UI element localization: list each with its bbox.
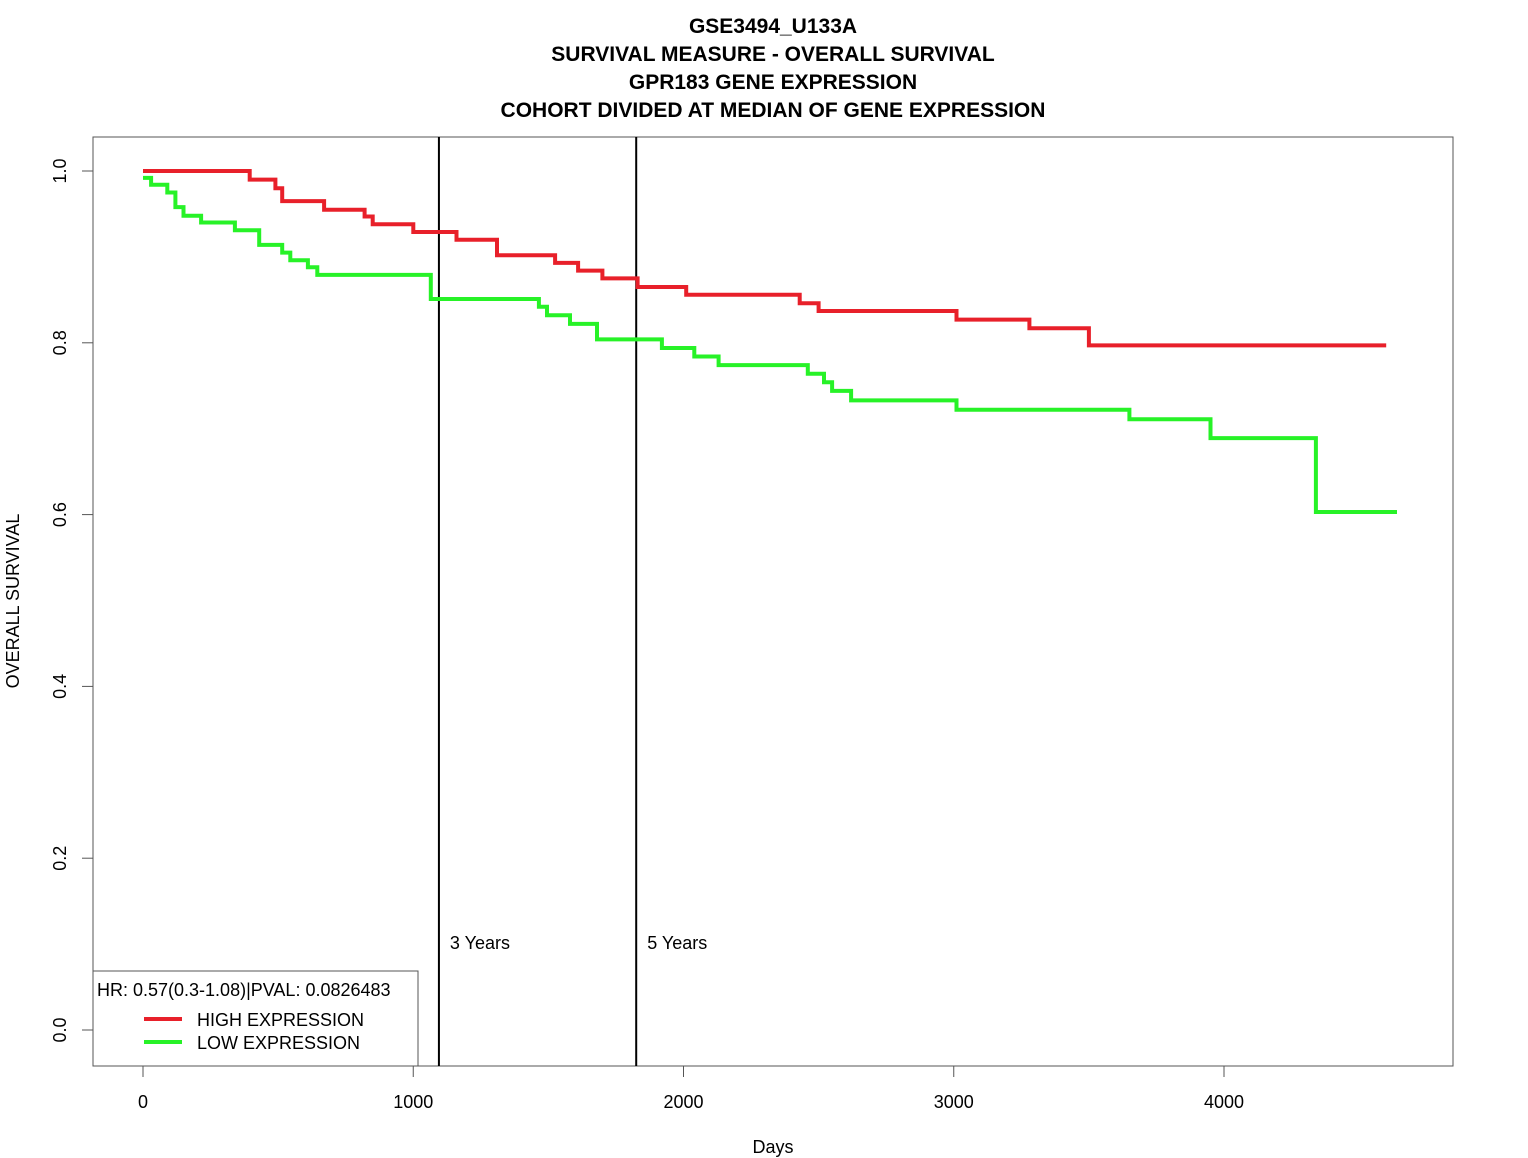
plot-frame — [92, 136, 1454, 1067]
survival-curves — [143, 169, 1397, 514]
y-tick-label: 0.2 — [50, 846, 70, 871]
x-tick-label: 2000 — [663, 1092, 703, 1112]
title-line-3: GPR183 GENE EXPRESSION — [629, 71, 917, 94]
title-line-2: SURVIVAL MEASURE - OVERALL SURVIVAL — [551, 43, 995, 66]
y-tick-label: 0.4 — [50, 674, 70, 699]
x-tick-label: 1000 — [393, 1092, 433, 1112]
x-axis-label: Days — [752, 1137, 793, 1157]
legend-label-low: LOW EXPRESSION — [197, 1033, 360, 1053]
y-axis: 0.0 0.2 0.4 0.6 0.8 1.0 — [50, 158, 94, 1043]
y-axis-label: OVERALL SURVIVAL — [3, 514, 23, 689]
title-line-4: COHORT DIVIDED AT MEDIAN OF GENE EXPRESS… — [501, 99, 1046, 122]
x-tick-label: 4000 — [1204, 1092, 1244, 1112]
y-tick-label: 0.6 — [50, 502, 70, 527]
legend: HR: 0.57(0.3-1.08)|PVAL: 0.0826483 HIGH … — [92, 970, 419, 1067]
y-tick-label: 0.8 — [50, 330, 70, 355]
survival-curve-high — [143, 169, 1387, 348]
reference-line-label: 5 Years — [647, 933, 707, 953]
chart-title: GSE3494_U133A SURVIVAL MEASURE - OVERALL… — [501, 15, 1046, 122]
y-tick-label: 1.0 — [50, 158, 70, 183]
legend-label-high: HIGH EXPRESSION — [197, 1010, 364, 1030]
survival-curve-low — [143, 175, 1397, 514]
x-tick-label: 3000 — [934, 1092, 974, 1112]
x-tick-label: 0 — [138, 1092, 148, 1112]
y-tick-label: 0.0 — [50, 1017, 70, 1042]
title-line-1: GSE3494_U133A — [689, 15, 857, 38]
legend-hazard-ratio: HR: 0.57(0.3-1.08)|PVAL: 0.0826483 — [97, 980, 391, 1000]
reference-lines: 3 Years 5 Years — [437, 137, 707, 1066]
reference-line-label: 3 Years — [450, 933, 510, 953]
x-axis: 0 1000 2000 3000 4000 — [138, 1065, 1244, 1112]
